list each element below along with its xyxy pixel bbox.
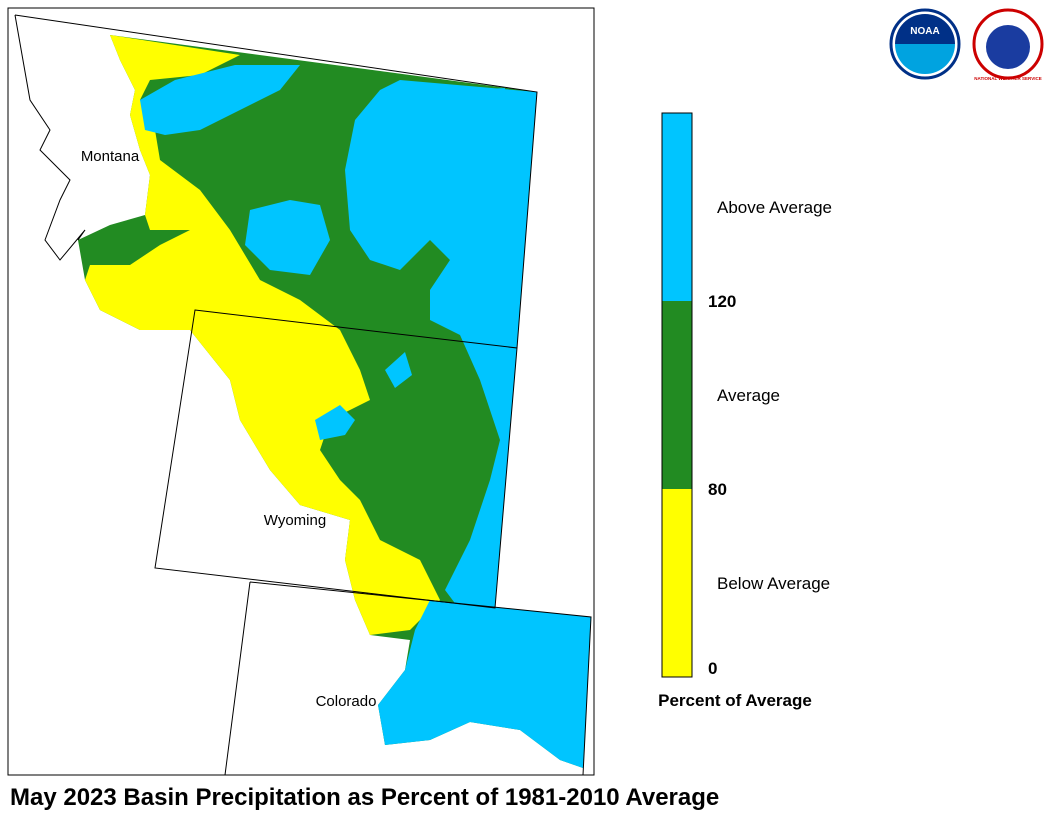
- region-above-average: [345, 80, 537, 610]
- logos: NOAA NATIONAL WEATHER SERVICE: [889, 8, 1044, 81]
- state-label: Wyoming: [264, 512, 326, 529]
- nws-text: NATIONAL WEATHER SERVICE: [974, 76, 1041, 81]
- title: May 2023 Basin Precipitation as Percent …: [10, 784, 719, 811]
- region-above-average: [245, 200, 330, 275]
- legend-class-label: Average: [717, 386, 780, 405]
- state-label: Colorado: [316, 693, 377, 710]
- region-above-average: [140, 65, 300, 135]
- region-above-average: [315, 405, 355, 440]
- legend-class-label: Below Average: [717, 574, 830, 593]
- map: [14, 14, 592, 776]
- legend-swatch: [662, 489, 692, 677]
- legend-swatch: [662, 301, 692, 489]
- colorado-outline: [224, 581, 592, 776]
- nws-logo-center: [986, 25, 1030, 69]
- region-below-average: [290, 350, 360, 400]
- legend-title: Percent of Average: [658, 691, 812, 710]
- region-above-average: [378, 600, 591, 768]
- legend: Below Average Average Above Average 0 80 120: [661, 112, 832, 678]
- legend-class-label: Above Average: [717, 198, 832, 217]
- region-below-average: [85, 35, 440, 635]
- legend-swatch: [662, 113, 692, 301]
- montana-outline: [14, 14, 538, 349]
- legend-border: [661, 112, 693, 678]
- region-above-average: [470, 88, 505, 110]
- legend-break-label: 120: [708, 292, 736, 311]
- noaa-logo-top: [895, 14, 955, 44]
- legend-break-label: 0: [708, 659, 717, 678]
- noaa-logo-bottom: [895, 44, 955, 74]
- wyoming-outline: [154, 309, 518, 609]
- legend-break-label: 80: [708, 480, 727, 499]
- noaa-text: NOAA: [910, 26, 939, 37]
- state-label: Montana: [81, 148, 140, 165]
- region-above-average: [385, 352, 412, 388]
